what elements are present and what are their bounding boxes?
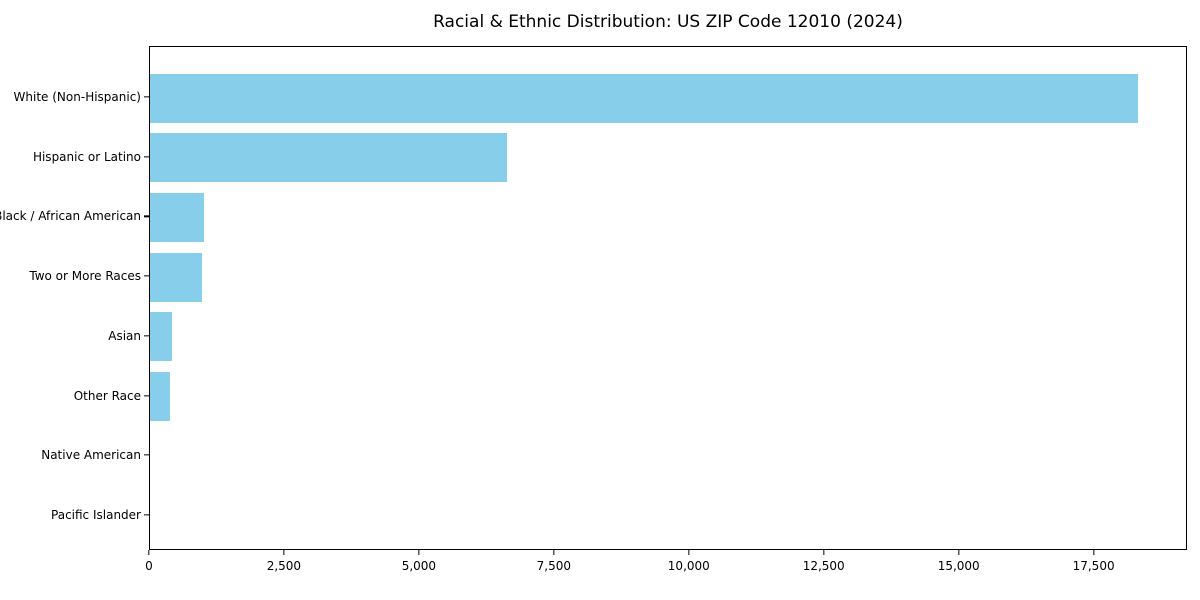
x-tick-label-7500: 7,500 (536, 559, 571, 573)
x-tick-mark (553, 550, 555, 555)
bar-black-african-american (150, 192, 205, 242)
x-tick-mark (1092, 550, 1095, 555)
y-tick-label-asian: Asian (108, 328, 141, 343)
y-tick-mark (144, 96, 149, 98)
x-tick-label-15000: 15,000 (937, 559, 980, 573)
y-tick-mark (144, 335, 149, 337)
y-tick-label-black-african-american: Black / African American (0, 209, 141, 224)
x-tick-label-12500: 12,500 (802, 559, 845, 573)
bar-two-or-more-races (150, 252, 203, 302)
x-tick-mark (823, 550, 825, 555)
x-tick-mark (688, 550, 690, 555)
y-tick-label-two-or-more-races: Two or More Races (29, 269, 141, 284)
y-tick-label-other-race: Other Race (73, 388, 141, 403)
y-tick-label-white-non-hispanic: White (Non-Hispanic) (13, 90, 141, 104)
x-tick-label-2500: 2,500 (266, 559, 302, 573)
bar-white-non-hispanic (150, 73, 1138, 123)
x-tick-label-17500: 17,500 (1072, 559, 1115, 573)
bar-hispanic-or-latino (150, 133, 508, 183)
y-tick-mark (144, 215, 149, 218)
y-tick-label-pacific-islander: Pacific Islander (51, 507, 141, 522)
x-tick-label-5000: 5,000 (401, 559, 437, 573)
plot-area (149, 46, 1187, 550)
y-tick-label-native-american: Native American (41, 448, 141, 463)
chart-title: Racial & Ethnic Distribution: US ZIP Cod… (433, 12, 903, 32)
y-tick-label-hispanic-or-latino: Hispanic or Latino (32, 149, 141, 164)
x-tick-mark (418, 550, 420, 555)
bar-other-race (150, 372, 171, 421)
x-tick-mark (283, 550, 285, 555)
y-tick-mark (144, 275, 149, 277)
x-tick-label-10000: 10,000 (667, 559, 710, 573)
x-tick-mark (148, 550, 150, 555)
y-tick-mark (144, 394, 149, 397)
x-tick-label-0: 0 (145, 559, 153, 573)
y-tick-mark (144, 156, 149, 158)
y-tick-mark (144, 454, 149, 456)
bar-asian (150, 312, 173, 362)
y-tick-mark (144, 514, 149, 516)
x-tick-mark (958, 550, 960, 555)
